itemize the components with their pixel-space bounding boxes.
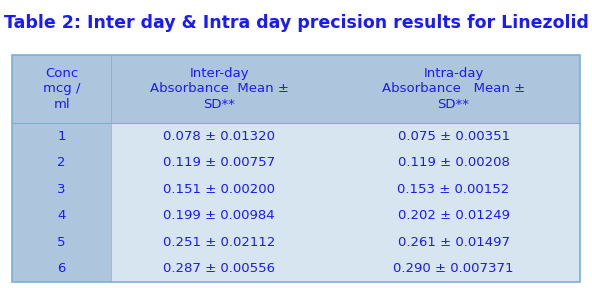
Text: 0.261 ± 0.01497: 0.261 ± 0.01497 (398, 236, 510, 249)
Bar (111, 123, 580, 149)
Text: 0.251 ± 0.02112: 0.251 ± 0.02112 (163, 236, 275, 249)
Text: 0.119 ± 0.00757: 0.119 ± 0.00757 (163, 156, 275, 169)
Bar (12, 229, 111, 256)
Text: 0.287 ± 0.00556: 0.287 ± 0.00556 (163, 262, 275, 275)
Text: Inter-day
Absorbance  Mean ±
SD**: Inter-day Absorbance Mean ± SD** (150, 67, 288, 111)
Bar (12, 123, 111, 149)
Text: 5: 5 (57, 236, 66, 249)
Text: 6: 6 (57, 262, 66, 275)
Text: Conc
mcg /
ml: Conc mcg / ml (43, 67, 81, 111)
Bar (111, 149, 580, 176)
Text: Table 2: Inter day & Intra day precision results for Linezolid: Table 2: Inter day & Intra day precision… (4, 14, 588, 33)
Text: Intra-day
Absorbance   Mean ±
SD**: Intra-day Absorbance Mean ± SD** (382, 67, 525, 111)
Bar (111, 176, 580, 203)
Text: 0.290 ± 0.007371: 0.290 ± 0.007371 (393, 262, 514, 275)
Bar (12, 149, 111, 176)
Bar (12, 203, 111, 229)
Bar (12, 256, 111, 282)
Text: 0.119 ± 0.00208: 0.119 ± 0.00208 (398, 156, 510, 169)
Text: 2: 2 (57, 156, 66, 169)
Text: 0.199 ± 0.00984: 0.199 ± 0.00984 (163, 209, 275, 222)
Text: 0.151 ± 0.00200: 0.151 ± 0.00200 (163, 183, 275, 196)
Text: 0.202 ± 0.01249: 0.202 ± 0.01249 (398, 209, 510, 222)
Bar (111, 229, 580, 256)
Text: 0.078 ± 0.01320: 0.078 ± 0.01320 (163, 130, 275, 143)
Bar (111, 203, 580, 229)
Text: 0.075 ± 0.00351: 0.075 ± 0.00351 (397, 130, 510, 143)
Bar (12, 176, 111, 203)
Text: 1: 1 (57, 130, 66, 143)
Text: 0.153 ± 0.00152: 0.153 ± 0.00152 (397, 183, 510, 196)
Bar (12, 55, 580, 123)
Bar (12, 55, 580, 282)
Text: 4: 4 (57, 209, 66, 222)
Bar (111, 256, 580, 282)
Text: 3: 3 (57, 183, 66, 196)
